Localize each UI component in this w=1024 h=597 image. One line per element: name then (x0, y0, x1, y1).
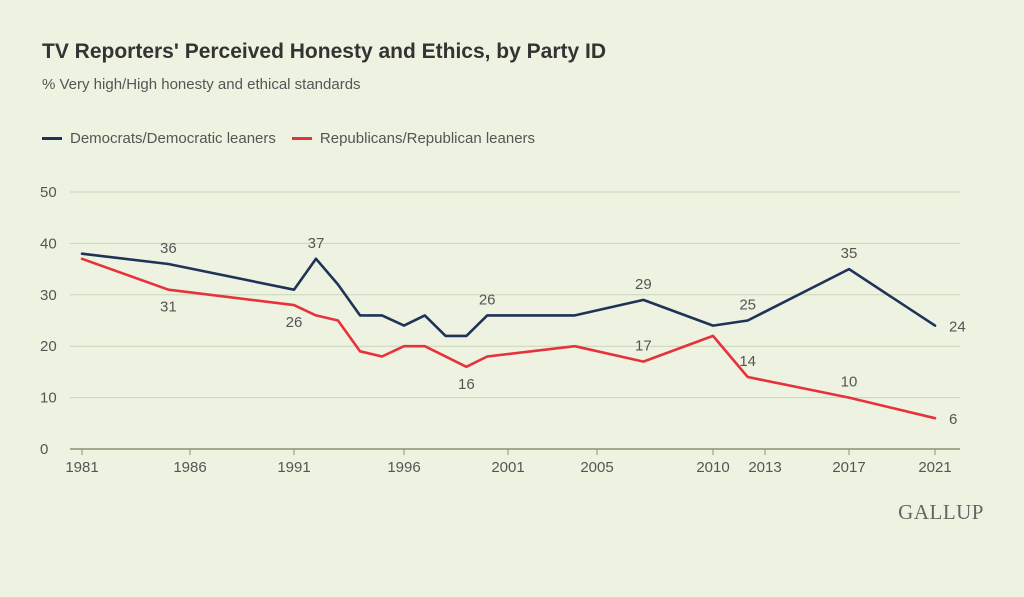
x-tick-label-2017: 2017 (832, 459, 865, 476)
legend-swatch-republicans (291, 137, 312, 140)
series-line-republicans (80, 257, 937, 420)
data-label-republicans-2007: 17 (635, 338, 652, 355)
data-label-republicans-1985: 31 (160, 299, 177, 316)
data-label-republicans-1991: 26 (286, 314, 303, 331)
legend-label-democrats: Democrats/Democratic leaners (70, 130, 276, 147)
series-line-democrats (80, 252, 937, 338)
legend-item-republicans: Republicans/Republican leaners (291, 130, 536, 147)
x-tick-label-2001: 2001 (491, 459, 524, 476)
x-tick-label-1996: 1996 (387, 459, 420, 476)
chart-legend: Democrats/Democratic leaners Republicans… (42, 130, 541, 147)
data-label-democrats-2017: 35 (841, 245, 858, 262)
data-label-republicans-2012: 14 (739, 353, 756, 370)
legend-swatch-democrats (42, 137, 62, 140)
x-tick-label-2010: 2010 (696, 459, 729, 476)
data-label-republicans-2017: 10 (841, 374, 858, 391)
data-label-democrats-2021: 24 (949, 319, 966, 336)
data-label-democrats-2000: 26 (479, 291, 496, 308)
gallup-logo: GALLUP (898, 500, 984, 524)
x-tick-label-2005: 2005 (580, 459, 613, 476)
chart-subtitle: % Very high/High honesty and ethical sta… (42, 76, 361, 93)
x-tick-label-2013: 2013 (748, 459, 781, 476)
data-label-democrats-2012: 25 (739, 297, 756, 314)
y-tick-label-20: 20 (40, 338, 57, 355)
data-label-democrats-1992: 37 (308, 235, 325, 252)
y-tick-label-30: 30 (40, 287, 57, 304)
x-tick-label-1981: 1981 (65, 459, 98, 476)
x-tick-label-1991: 1991 (277, 459, 310, 476)
data-label-republicans-2021: 6 (949, 411, 957, 428)
y-tick-label-50: 50 (40, 184, 57, 201)
chart-title: TV Reporters' Perceived Honesty and Ethi… (42, 40, 607, 63)
x-tick-label-1986: 1986 (173, 459, 206, 476)
data-label-democrats-1985: 36 (160, 240, 177, 257)
y-tick-label-10: 10 (40, 390, 57, 407)
x-tick-label-2021: 2021 (918, 459, 951, 476)
legend-item-democrats: Democrats/Democratic leaners (42, 130, 276, 147)
data-label-republicans-1999: 16 (458, 376, 475, 393)
y-tick-label-0: 0 (40, 441, 48, 458)
y-tick-label-40: 40 (40, 235, 57, 252)
data-label-democrats-2007: 29 (635, 276, 652, 293)
legend-label-republicans: Republicans/Republican leaners (319, 130, 536, 147)
